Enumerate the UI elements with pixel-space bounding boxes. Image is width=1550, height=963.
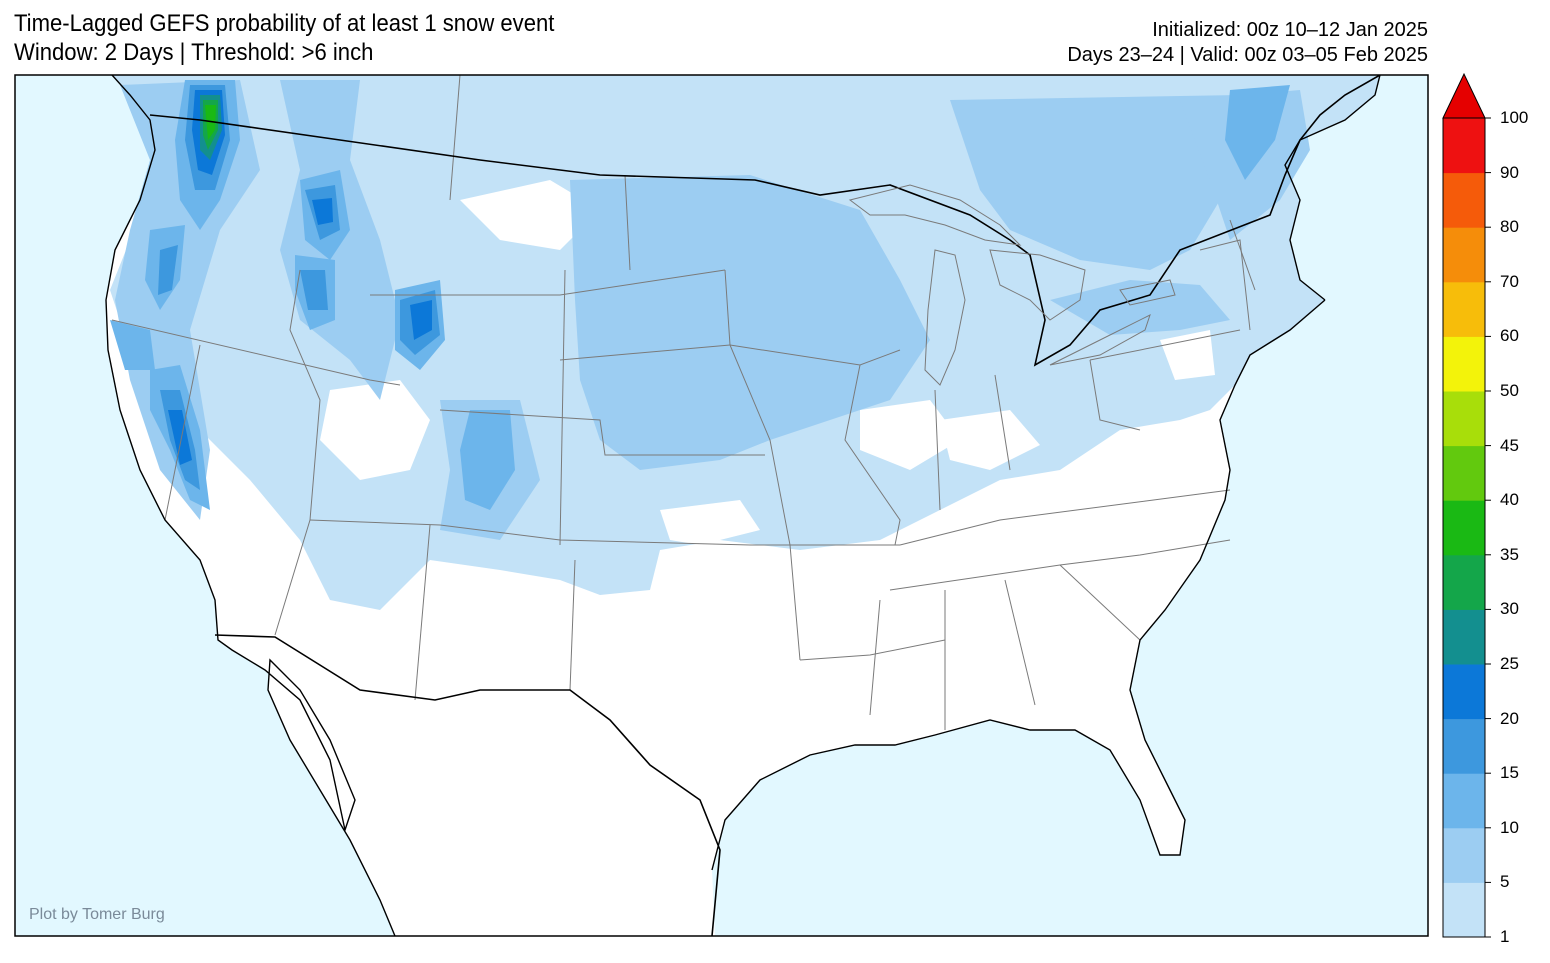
colorbar-segment (1443, 718, 1485, 774)
map-frame (14, 74, 1429, 937)
state-borders (111, 75, 1256, 730)
colorbar-frame (1442, 118, 1486, 938)
coastlines (105, 75, 1381, 936)
colorbar-segment (1443, 773, 1485, 829)
valid-text: Days 23–24 | Valid: 00z 03–05 Feb 2025 (1067, 44, 1428, 66)
colorbar-tick-label: 100 (1500, 108, 1529, 127)
colorbar-segment (1443, 827, 1485, 883)
map-title: Time-Lagged GEFS probability of at least… (14, 10, 555, 37)
colorbar-segment (1443, 609, 1485, 665)
colorbar-segment (1443, 554, 1485, 610)
colorbar-extend-arrow (1442, 72, 1486, 119)
colorbar-tick-label: 15 (1500, 763, 1519, 783)
colorbar-tick-label: 80 (1500, 217, 1519, 237)
colorbar-tick-label: 70 (1500, 271, 1519, 291)
country-borders (149, 75, 1381, 936)
colorbar-segment (1443, 664, 1485, 720)
colorbar-tick-label: 20 (1500, 708, 1519, 728)
colorbar-tick-label: 30 (1500, 599, 1519, 619)
colorbar-segment (1443, 281, 1485, 337)
colorbar-tick-label: 40 (1500, 490, 1519, 510)
colorbar-segment (1443, 336, 1485, 392)
colorbar-segment (1443, 500, 1485, 556)
colorbar-tick-label: 50 (1500, 381, 1519, 400)
map-subtitle: Window: 2 Days | Threshold: >6 inch (14, 39, 374, 66)
title-block: Time-Lagged GEFS probability of at least… (14, 10, 554, 68)
colorbar-tick-label: 1 (1500, 927, 1510, 946)
colorbar-tick-label: 45 (1500, 435, 1519, 455)
colorbar-tick-label: 35 (1500, 544, 1519, 564)
lake-outlines (848, 184, 1176, 386)
credit-text: Plot by Tomer Burg (29, 906, 165, 923)
colorbar (1442, 72, 1491, 938)
colorbar-segment (1443, 227, 1485, 283)
colorbar-segment (1443, 172, 1485, 228)
initialized-text: Initialized: 00z 10–12 Jan 2025 (1152, 19, 1428, 41)
colorbar-segment (1443, 882, 1485, 938)
colorbar-segment (1443, 118, 1485, 174)
colorbar-tick-label: 25 (1500, 654, 1519, 673)
colorbar-tick-label: 60 (1500, 326, 1519, 346)
run-info: Initialized: 00z 10–12 Jan 2025 Days 23–… (1067, 18, 1428, 68)
colorbar-tick-label: 5 (1500, 872, 1510, 892)
colorbar-segment (1443, 391, 1485, 447)
probability-shading (110, 75, 1380, 610)
colorbar-tick-label: 10 (1500, 817, 1519, 837)
colorbar-tick-label: 90 (1500, 162, 1519, 182)
colorbar-segment (1443, 445, 1485, 501)
